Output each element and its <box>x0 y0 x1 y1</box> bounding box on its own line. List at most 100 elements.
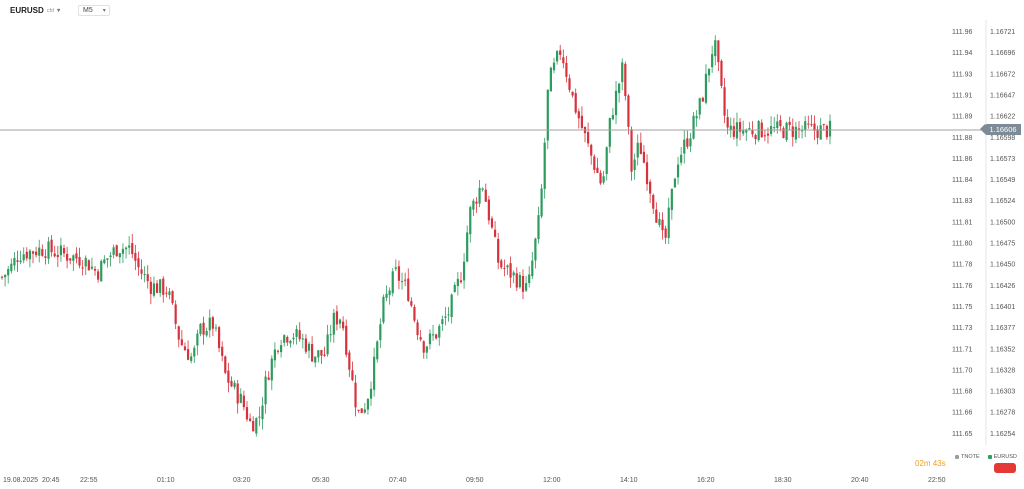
right-axis-tick-label: 1.16254 <box>990 431 1015 438</box>
symbol-label: EURUSD <box>10 6 44 15</box>
candle-body <box>633 159 636 170</box>
candle-body <box>292 337 295 340</box>
candle-body <box>59 245 63 256</box>
candle-body <box>16 260 19 262</box>
candle-body <box>797 128 801 130</box>
candle-body <box>121 248 125 254</box>
left-axis-tick-label: 111.86 <box>952 156 972 163</box>
candle-body <box>311 344 314 362</box>
candle-body <box>587 132 590 144</box>
candle-body <box>742 129 745 134</box>
candle-body <box>134 253 137 261</box>
candle-body <box>447 314 450 316</box>
candle-body <box>478 187 481 204</box>
candle-body <box>782 128 785 138</box>
candle-body <box>28 250 32 260</box>
candle-body <box>202 322 205 335</box>
candle-body <box>307 343 311 351</box>
chevron-down-icon: ▾ <box>102 8 106 14</box>
right-axis-tick-label: 1.16672 <box>990 71 1015 78</box>
candle-body <box>794 126 797 140</box>
candle-body <box>338 319 342 324</box>
right-axis-tick-label: 1.16377 <box>990 325 1015 332</box>
candle-body <box>376 341 379 360</box>
left-axis-tick-label: 111.66 <box>952 410 972 417</box>
candle-body <box>295 328 298 337</box>
candle-body <box>531 260 534 277</box>
right-axis-tick-label: 1.16573 <box>990 156 1015 163</box>
candle-body <box>571 91 574 96</box>
candle-body <box>788 121 791 125</box>
candle-body <box>180 339 183 346</box>
candle-body <box>298 330 301 340</box>
candle-body <box>276 350 280 352</box>
candle-body <box>38 247 41 256</box>
candle-body <box>816 129 819 138</box>
right-axis-tick-label: 1.16549 <box>990 177 1015 184</box>
candle-body <box>714 40 717 57</box>
candle-body <box>112 247 115 255</box>
candle-body <box>323 354 326 356</box>
candle-body <box>41 249 44 256</box>
candle-body <box>97 271 100 280</box>
candle-body <box>115 245 118 257</box>
candle-body <box>611 115 615 120</box>
symbol-selector[interactable]: EURUSD cfd ▾ <box>10 6 60 15</box>
candle-body <box>165 292 168 294</box>
legend-label: TNOTE <box>961 454 980 460</box>
candle-body <box>162 278 165 295</box>
candle-body <box>382 296 385 323</box>
candle-body <box>0 276 4 278</box>
candle-body <box>174 304 177 324</box>
candle-body <box>475 201 478 204</box>
candle-body <box>84 257 87 267</box>
candle-body <box>186 349 190 360</box>
left-price-axis: 111.96 111.94 111.93 111.91 111.89 111.88 111.… <box>952 29 972 438</box>
right-axis-tick-label: 1.16721 <box>990 29 1015 36</box>
candle-body <box>345 325 348 355</box>
legend-item-eurusd[interactable]: EURUSD <box>987 454 1017 460</box>
right-price-axis: 1.16721 1.16696 1.16672 1.16647 1.16622 1.165… <box>990 29 1015 438</box>
left-axis-tick-label: 111.71 <box>952 346 972 353</box>
candle-body <box>577 111 580 119</box>
right-axis-tick-label: 1.16622 <box>990 114 1015 121</box>
timeframe-selector[interactable]: M5 ▾ <box>78 5 110 16</box>
candle-body <box>4 274 7 278</box>
candle-body <box>159 279 162 293</box>
chart-toolbar: EURUSD cfd ▾ M5 ▾ <box>0 0 300 20</box>
sell-button[interactable] <box>994 463 1016 473</box>
candle-body <box>22 254 25 261</box>
left-axis-tick-label: 111.78 <box>952 262 972 269</box>
candle-body <box>53 253 56 257</box>
candle-body <box>360 408 363 413</box>
candle-body <box>556 51 559 62</box>
left-axis-tick-label: 111.84 <box>952 177 972 184</box>
candle-body <box>711 54 714 68</box>
candle-body <box>791 126 794 137</box>
candle-body <box>357 409 360 411</box>
candle-body <box>509 263 512 278</box>
candle-body <box>72 255 75 261</box>
right-axis-tick-label: 1.16598 <box>990 135 1015 142</box>
candle-body <box>698 98 701 115</box>
legend-item-tnote[interactable]: TNOTE <box>955 454 980 460</box>
candle-body <box>707 68 711 76</box>
candle-body <box>664 228 667 238</box>
time-axis: 19.08.2025 20:45 22:55 01:10 03:20 05:30 07:40… <box>3 477 946 484</box>
candle-body <box>47 241 50 259</box>
time-axis-tick-label: 16:20 <box>697 477 715 484</box>
time-axis-tick-label: 20:45 <box>42 477 60 484</box>
candle-body <box>146 274 149 282</box>
candle-body <box>10 263 13 272</box>
candle-body <box>391 271 394 294</box>
candle-body <box>109 255 112 258</box>
time-axis-tick-label: 20:40 <box>851 477 869 484</box>
right-axis-tick-label: 1.16426 <box>990 283 1015 290</box>
candle-body <box>754 135 757 140</box>
candle-body <box>804 121 807 130</box>
candle-body <box>283 335 286 343</box>
right-axis-tick-label: 1.16328 <box>990 367 1015 374</box>
candle-body <box>490 218 494 228</box>
candle-body <box>701 97 704 102</box>
